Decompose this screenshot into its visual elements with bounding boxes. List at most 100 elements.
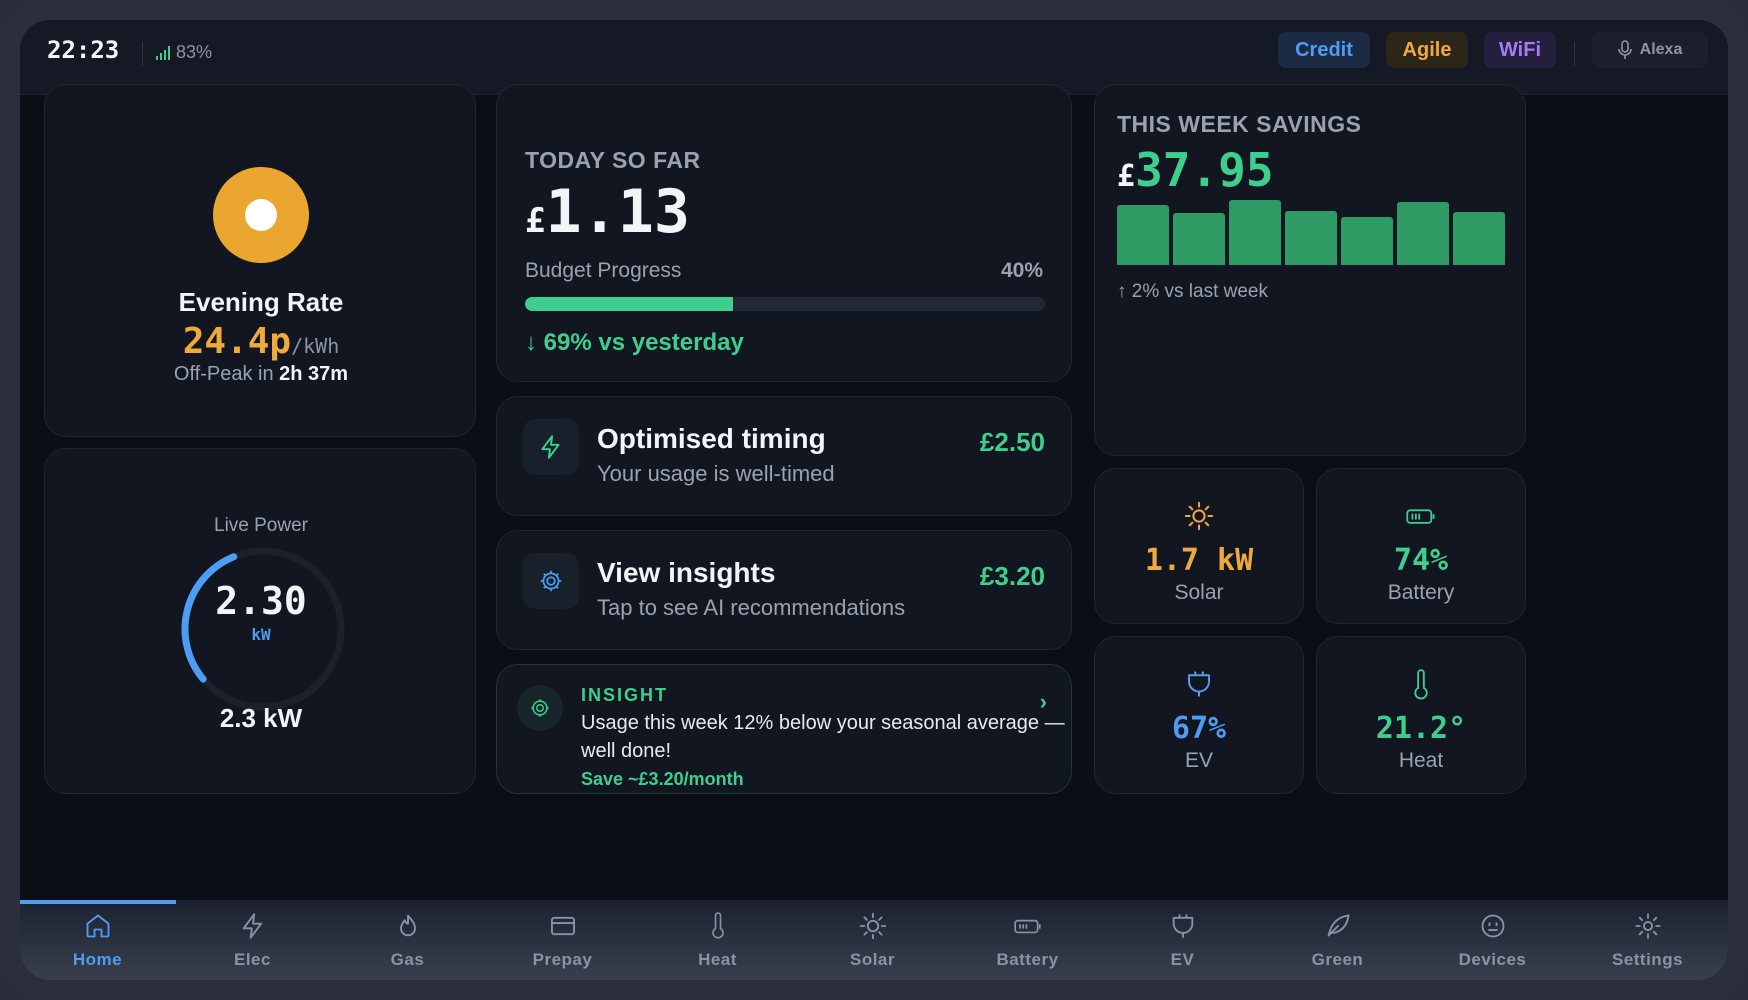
signal-indicator: 83%: [156, 42, 212, 63]
screen: 22:23 83% Credit Agile WiFi Alexa Evenin…: [20, 20, 1728, 980]
action-subtitle: Tap to see AI recommendations: [597, 595, 906, 620]
wifi-chip[interactable]: WiFi: [1484, 32, 1556, 68]
gear-icon: [523, 553, 579, 609]
rate-card[interactable]: Evening Rate 24.4p/kWh Off-Peak in 2h 37…: [44, 84, 476, 437]
plug-icon: [1095, 669, 1303, 699]
week-bar: [1229, 200, 1281, 265]
signal-percent: 83%: [176, 42, 213, 62]
nav-item-battery[interactable]: Battery: [950, 900, 1105, 980]
credit-chip[interactable]: Credit: [1278, 32, 1370, 68]
nav-item-devices[interactable]: Devices: [1415, 900, 1570, 980]
week-bars: [1117, 197, 1509, 265]
week-label: THIS WEEK SAVINGS: [1117, 111, 1362, 137]
nav-label: Green: [1311, 950, 1364, 969]
tile-label: Heat: [1398, 749, 1444, 772]
live-power-label: Live Power: [214, 515, 308, 536]
offpeak-time: 2h 37m: [279, 363, 349, 385]
week-currency: £: [1117, 159, 1136, 194]
tile-value: 74%: [1393, 543, 1449, 578]
bottom-nav: Home Elec Gas Prepay Heat: [20, 900, 1728, 980]
rate-price-unit: /kWh: [291, 334, 340, 358]
divider: [142, 42, 143, 66]
flame-icon: [330, 912, 485, 940]
alexa-label: Alexa: [1639, 41, 1683, 58]
insight-tag: INSIGHT: [581, 685, 669, 705]
settings-icon: [1570, 912, 1725, 940]
nav-label: Prepay: [532, 950, 593, 969]
nav-label: Heat: [698, 950, 737, 969]
action-title: View insights: [597, 557, 776, 588]
week-bar: [1453, 212, 1505, 265]
week-bar: [1341, 217, 1393, 265]
plug-icon: [1105, 912, 1260, 940]
lightning-icon: [175, 912, 330, 940]
heat-tile[interactable]: 21.2° Heat: [1316, 636, 1526, 794]
solar-tile[interactable]: 1.7 kW Solar: [1094, 468, 1304, 624]
today-amount: £1.13: [525, 177, 690, 247]
week-bar: [1173, 213, 1225, 265]
today-card[interactable]: TODAY SO FAR £1.13 Budget Progress 40% ↓…: [496, 84, 1072, 382]
budget-progress-bar: [525, 297, 1045, 311]
budget-percent: 40%: [1000, 259, 1043, 282]
offpeak-countdown: Off-Peak in 2h 37m: [45, 363, 477, 386]
nav-item-ev[interactable]: EV: [1105, 900, 1260, 980]
insight-text: Usage this week 12% below your seasonal …: [581, 712, 1065, 762]
vs-yesterday: ↓ 69% vs yesterday: [525, 329, 744, 356]
nav-item-solar[interactable]: Solar: [795, 900, 950, 980]
insight-card[interactable]: INSIGHT Usage this week 12% below your s…: [496, 664, 1072, 794]
tile-value: 21.2°: [1375, 711, 1467, 746]
sun-icon: [1095, 501, 1303, 531]
tile-label: Battery: [1387, 581, 1455, 604]
ev-tile[interactable]: 67% EV: [1094, 636, 1304, 794]
live-power-card[interactable]: Live Power 2.30 kW 2.3 kW: [44, 448, 476, 794]
budget-progress-fill: [525, 297, 733, 311]
nav-item-gas[interactable]: Gas: [330, 900, 485, 980]
budget-label: Budget Progress: [525, 259, 682, 282]
week-footer: ↑ 2% vs last week: [1117, 281, 1268, 302]
rate-price-value: 24.4p: [182, 321, 292, 362]
tile-label: EV: [1184, 749, 1213, 772]
tile-label: Solar: [1174, 581, 1224, 604]
sun-disc-icon: [213, 167, 309, 263]
action-subtitle: Your usage is well-timed: [597, 461, 835, 486]
tile-value: 1.7 kW: [1144, 543, 1254, 578]
today-currency: £: [525, 201, 546, 241]
nav-label: Elec: [234, 950, 271, 969]
nav-item-prepay[interactable]: Prepay: [485, 900, 640, 980]
agile-chip[interactable]: Agile: [1386, 32, 1468, 68]
week-bar: [1117, 205, 1169, 265]
battery-icon: [950, 912, 1105, 940]
nav-item-heat[interactable]: Heat: [640, 900, 795, 980]
nav-label: EV: [1170, 950, 1195, 969]
nav-active-indicator: [20, 900, 176, 904]
gauge-arc: [181, 553, 238, 683]
leaf-icon: [1260, 912, 1415, 940]
status-bar: 22:23 83% Credit Agile WiFi Alexa: [20, 20, 1728, 95]
week-savings-card[interactable]: THIS WEEK SAVINGS £37.95 ↑ 2% vs last we…: [1094, 84, 1526, 456]
nav-item-elec[interactable]: Elec: [175, 900, 330, 980]
week-value: 37.95: [1135, 143, 1274, 197]
card-icon: [485, 912, 640, 940]
thermometer-icon: [640, 912, 795, 940]
insight-gear-icon: [517, 685, 563, 731]
optimised-timing-card[interactable]: Optimised timing Your usage is well-time…: [496, 396, 1072, 516]
live-power-unit: kW: [251, 625, 271, 644]
nav-item-green[interactable]: Green: [1260, 900, 1415, 980]
week-bar: [1397, 202, 1449, 265]
nav-item-settings[interactable]: Settings: [1570, 900, 1725, 980]
power-gauge: [181, 547, 345, 711]
battery-icon: [1317, 501, 1525, 531]
chevron-right-icon[interactable]: ›: [1039, 689, 1047, 714]
offpeak-prefix: Off-Peak in: [173, 363, 274, 385]
view-insights-card[interactable]: View insights Tap to see AI recommendati…: [496, 530, 1072, 650]
alexa-button[interactable]: Alexa: [1592, 32, 1708, 68]
nav-item-home[interactable]: Home: [20, 900, 175, 980]
today-value: 1.13: [545, 177, 690, 247]
battery-tile[interactable]: 74% Battery: [1316, 468, 1526, 624]
nav-label: Solar: [849, 950, 896, 969]
home-icon: [20, 912, 175, 940]
clock: 22:23: [47, 36, 120, 64]
week-bar: [1285, 211, 1337, 265]
week-amount: £37.95: [1117, 143, 1274, 197]
